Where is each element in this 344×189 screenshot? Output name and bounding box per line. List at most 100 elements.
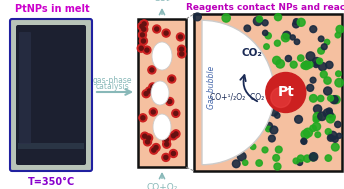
Bar bbox=[18, 143, 84, 149]
Text: gas-phase: gas-phase bbox=[92, 76, 132, 85]
Text: Reagents contact NPs and react: Reagents contact NPs and react bbox=[186, 3, 344, 12]
Circle shape bbox=[326, 115, 335, 123]
Circle shape bbox=[281, 34, 290, 42]
Circle shape bbox=[170, 77, 174, 81]
Text: T=350°C: T=350°C bbox=[28, 177, 76, 187]
Circle shape bbox=[303, 128, 312, 137]
Circle shape bbox=[244, 25, 250, 32]
Circle shape bbox=[140, 20, 148, 28]
Circle shape bbox=[143, 134, 147, 138]
Circle shape bbox=[283, 31, 291, 39]
Circle shape bbox=[319, 63, 327, 71]
Circle shape bbox=[237, 152, 246, 161]
Circle shape bbox=[139, 46, 143, 50]
Circle shape bbox=[256, 16, 262, 22]
Circle shape bbox=[178, 50, 186, 58]
Circle shape bbox=[142, 22, 146, 26]
Circle shape bbox=[304, 155, 311, 162]
Circle shape bbox=[139, 114, 147, 122]
Circle shape bbox=[152, 148, 156, 152]
Circle shape bbox=[316, 58, 323, 64]
Circle shape bbox=[171, 134, 175, 138]
Circle shape bbox=[276, 60, 284, 68]
Circle shape bbox=[323, 109, 332, 117]
Circle shape bbox=[324, 87, 332, 95]
Circle shape bbox=[143, 46, 151, 54]
Circle shape bbox=[271, 88, 291, 108]
Circle shape bbox=[179, 35, 182, 39]
Circle shape bbox=[290, 35, 295, 40]
Circle shape bbox=[233, 160, 240, 168]
Circle shape bbox=[149, 83, 157, 91]
Circle shape bbox=[270, 126, 278, 134]
Circle shape bbox=[335, 121, 341, 128]
Circle shape bbox=[332, 96, 340, 104]
Text: PtNPs in melt: PtNPs in melt bbox=[15, 4, 89, 14]
Circle shape bbox=[262, 20, 268, 26]
Circle shape bbox=[164, 31, 168, 35]
Text: CO+¹/₂O₂  CO₂: CO+¹/₂O₂ CO₂ bbox=[209, 93, 264, 102]
Circle shape bbox=[313, 57, 321, 66]
Circle shape bbox=[147, 89, 151, 93]
FancyBboxPatch shape bbox=[10, 19, 92, 171]
Circle shape bbox=[293, 21, 299, 28]
Circle shape bbox=[327, 95, 333, 101]
Circle shape bbox=[141, 116, 145, 120]
Circle shape bbox=[335, 78, 343, 87]
Text: Pt: Pt bbox=[277, 85, 294, 99]
Circle shape bbox=[304, 61, 309, 67]
Circle shape bbox=[294, 39, 300, 45]
Circle shape bbox=[146, 140, 150, 144]
Circle shape bbox=[262, 30, 268, 36]
Circle shape bbox=[194, 13, 201, 21]
Circle shape bbox=[298, 155, 304, 162]
Circle shape bbox=[137, 44, 145, 52]
Circle shape bbox=[266, 126, 271, 132]
Circle shape bbox=[324, 77, 331, 84]
Circle shape bbox=[138, 22, 146, 30]
Circle shape bbox=[140, 25, 148, 33]
Circle shape bbox=[276, 146, 282, 153]
Circle shape bbox=[298, 55, 304, 61]
Circle shape bbox=[153, 25, 161, 33]
Circle shape bbox=[318, 112, 326, 121]
Circle shape bbox=[297, 18, 305, 26]
Circle shape bbox=[297, 160, 303, 165]
Circle shape bbox=[145, 48, 149, 52]
FancyBboxPatch shape bbox=[16, 25, 86, 165]
Circle shape bbox=[301, 62, 308, 69]
Circle shape bbox=[140, 24, 144, 28]
Circle shape bbox=[172, 130, 180, 138]
Circle shape bbox=[144, 134, 153, 142]
Circle shape bbox=[222, 14, 230, 22]
Circle shape bbox=[310, 94, 317, 102]
Circle shape bbox=[318, 47, 324, 54]
Circle shape bbox=[326, 108, 332, 114]
Circle shape bbox=[178, 45, 185, 53]
Circle shape bbox=[273, 56, 281, 64]
Circle shape bbox=[301, 139, 307, 144]
Circle shape bbox=[146, 87, 153, 95]
Circle shape bbox=[332, 143, 339, 151]
Circle shape bbox=[310, 125, 316, 132]
Circle shape bbox=[273, 155, 279, 161]
Circle shape bbox=[335, 33, 341, 38]
Circle shape bbox=[324, 39, 330, 45]
Circle shape bbox=[142, 90, 150, 98]
Circle shape bbox=[174, 132, 178, 136]
Circle shape bbox=[313, 122, 321, 131]
Circle shape bbox=[265, 33, 271, 39]
Ellipse shape bbox=[152, 42, 172, 70]
Circle shape bbox=[150, 68, 154, 72]
Circle shape bbox=[336, 133, 342, 138]
Circle shape bbox=[250, 144, 256, 149]
Circle shape bbox=[176, 33, 184, 41]
Circle shape bbox=[165, 142, 169, 146]
Circle shape bbox=[264, 44, 269, 49]
Circle shape bbox=[162, 136, 171, 144]
Circle shape bbox=[256, 160, 262, 166]
Circle shape bbox=[309, 153, 318, 161]
Wedge shape bbox=[202, 20, 274, 165]
Circle shape bbox=[254, 17, 262, 26]
Circle shape bbox=[152, 144, 160, 152]
